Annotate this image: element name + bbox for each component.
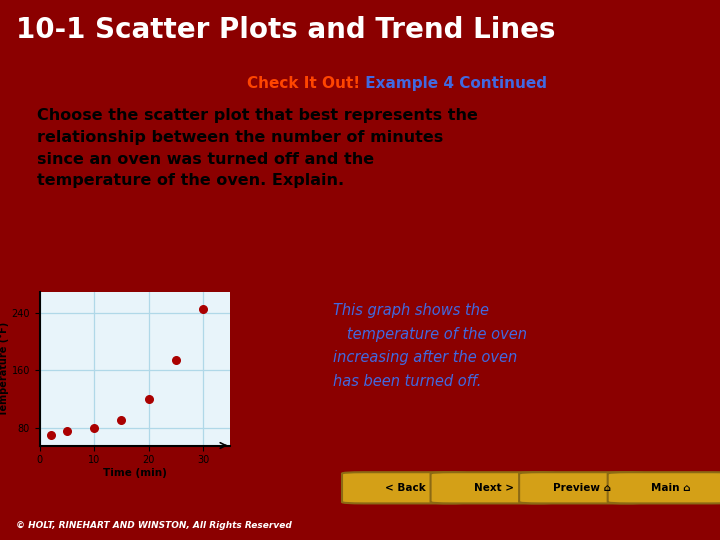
FancyBboxPatch shape [608,472,720,503]
Point [89,423,100,432]
Text: Preview ⌂: Preview ⌂ [553,483,611,493]
FancyBboxPatch shape [431,472,557,503]
Text: Check It Out!: Check It Out! [247,76,360,91]
Point [116,416,127,425]
Text: Choose the scatter plot that best represents the
relationship between the number: Choose the scatter plot that best repres… [37,109,478,188]
Text: This graph shows the
   temperature of the oven
increasing after the oven
has be: This graph shows the temperature of the … [333,303,527,389]
X-axis label: Time (min): Time (min) [103,468,167,478]
Point [61,427,73,435]
FancyBboxPatch shape [342,472,468,503]
Text: < Back: < Back [384,483,426,493]
Y-axis label: Temperature (°F): Temperature (°F) [0,321,9,416]
Point [45,430,56,439]
Text: Main ⌂: Main ⌂ [651,483,690,493]
Text: Next >: Next > [474,483,513,493]
Text: Graph C: Graph C [94,295,157,309]
Point [143,395,154,403]
Point [170,355,181,364]
Text: 10-1 Scatter Plots and Trend Lines: 10-1 Scatter Plots and Trend Lines [16,16,555,44]
Point [197,305,209,314]
Text: Example 4 Continued: Example 4 Continued [360,76,547,91]
FancyBboxPatch shape [519,472,645,503]
Text: © HOLT, RINEHART AND WINSTON, All Rights Reserved: © HOLT, RINEHART AND WINSTON, All Rights… [16,521,292,530]
